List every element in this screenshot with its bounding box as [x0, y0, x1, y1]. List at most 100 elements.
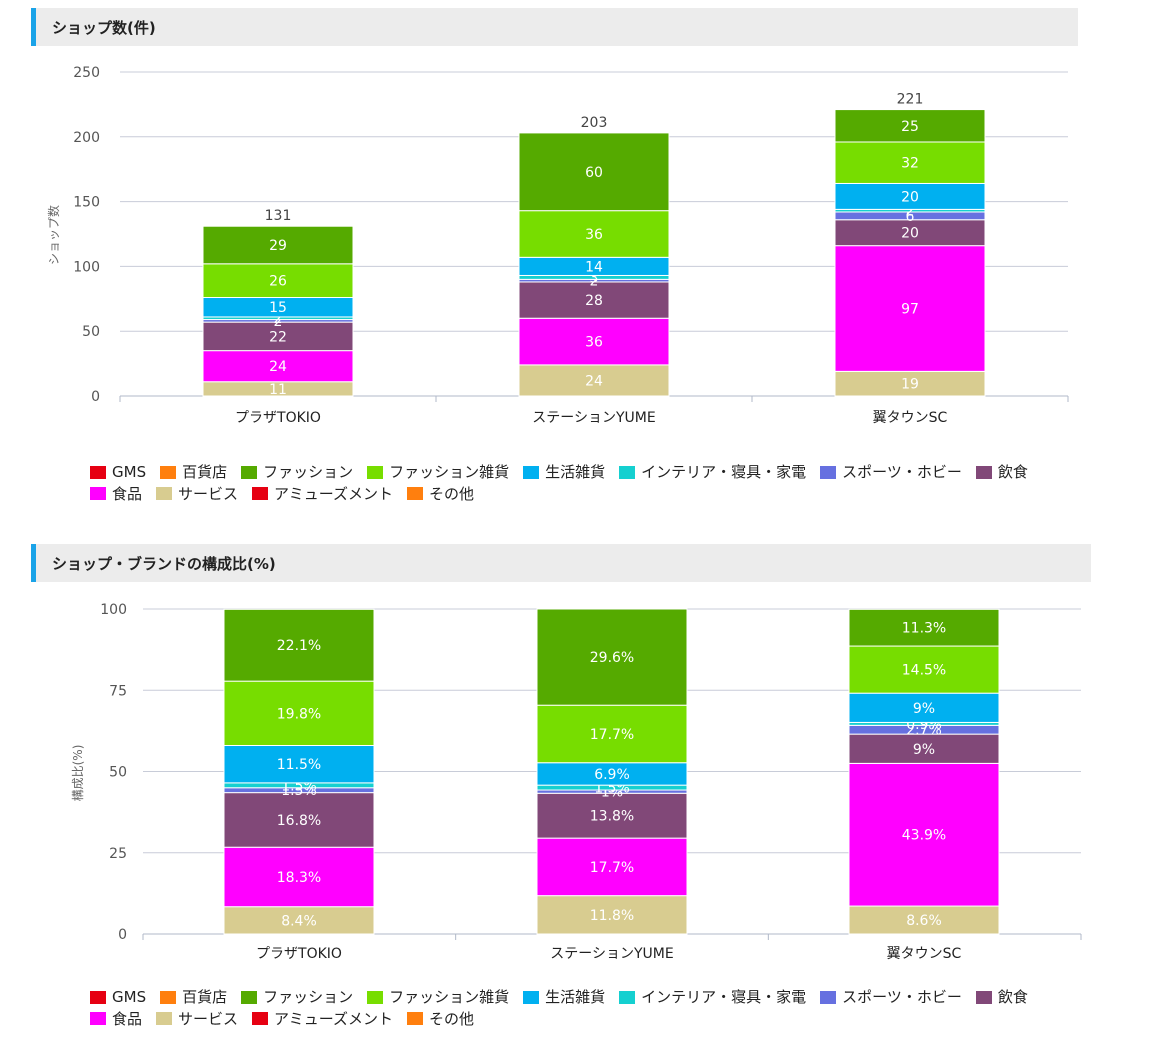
data-label: 9% — [913, 701, 935, 717]
bar-segment — [536, 792, 688, 839]
legend-label: その他 — [428, 484, 474, 503]
legend-swatch — [160, 990, 177, 1004]
category-label: プラザTOKIO — [235, 410, 321, 426]
total-label: 203 — [581, 115, 608, 131]
legend-label: 百貨店 — [182, 988, 228, 1006]
bar-segment — [536, 895, 688, 935]
legend-label: ファッション雑貨 — [389, 988, 510, 1006]
data-label: 97 — [901, 302, 919, 318]
legend-swatch — [90, 487, 106, 500]
total-label: 221 — [897, 92, 924, 108]
bar-segment — [202, 263, 354, 299]
bar-segment — [223, 792, 375, 848]
y-tick-label: 75 — [109, 683, 127, 699]
bar-segment — [223, 608, 375, 682]
category-label: 翼タウンSC — [887, 946, 962, 962]
data-label: 8.4% — [281, 913, 317, 929]
legend-swatch — [90, 990, 106, 1004]
bar-segment — [536, 837, 688, 897]
bar-segment — [518, 210, 670, 258]
legend-item[interactable]: スポーツ・ホビー — [820, 987, 962, 1007]
bar-segment — [518, 132, 670, 212]
legend-label: 食品 — [112, 1009, 143, 1028]
bar-segment — [518, 317, 670, 366]
legend-swatch — [241, 990, 258, 1004]
legend-item[interactable]: スポーツ・ホビー — [820, 462, 962, 482]
data-label: 14.5% — [902, 663, 946, 679]
data-label: 19.8% — [277, 706, 321, 722]
bar-segment — [202, 225, 354, 265]
data-label: 20 — [901, 189, 919, 205]
data-label: 2 — [906, 204, 915, 220]
legend-item[interactable]: 食品 — [90, 484, 142, 504]
legend-label: ファッション — [263, 988, 354, 1006]
legend-item[interactable]: GMS — [90, 987, 146, 1007]
bar-segment — [848, 762, 1000, 907]
data-label: 19 — [901, 377, 919, 393]
legend-item[interactable]: ファッション雑貨 — [367, 987, 509, 1007]
legend-swatch — [975, 465, 992, 479]
legend-label: スポーツ・ホビー — [842, 988, 962, 1006]
data-label: 2 — [274, 311, 283, 327]
legend-item[interactable]: ファッション雑貨 — [367, 462, 509, 482]
bar-segment — [834, 245, 986, 372]
legend-item[interactable]: インテリア・寝具・家電 — [619, 987, 806, 1007]
legend-item[interactable]: 飲食 — [975, 462, 1028, 482]
bar-segment — [202, 350, 354, 383]
bar-segment — [223, 680, 375, 746]
chart2-legend: GMS 百貨店 ファッション ファッション雑貨 生活雑貨 インテリア・寝具・家電 スポーツ・… — [90, 987, 1090, 1030]
legend-item[interactable]: 百貨店 — [160, 462, 227, 482]
legend-item[interactable]: サービス — [156, 1009, 238, 1029]
data-label: 11.5% — [277, 757, 321, 773]
legend-item[interactable]: 飲食 — [975, 987, 1028, 1007]
bar-segment — [848, 608, 1000, 647]
legend-item[interactable]: ファッション — [241, 987, 353, 1007]
bar-segment — [223, 846, 375, 908]
legend-swatch — [90, 465, 106, 479]
data-label: 14 — [585, 259, 603, 275]
legend-item[interactable]: その他 — [406, 484, 474, 504]
bar-segment — [834, 141, 986, 184]
chart1-svg: 050100150200250ショップ数11242222152629131プラザ… — [46, 65, 1069, 426]
bar-segment — [518, 364, 670, 397]
bar-segment — [834, 109, 986, 143]
legend-item[interactable]: 生活雑貨 — [523, 987, 605, 1007]
legend-item[interactable]: 生活雑貨 — [523, 462, 605, 482]
legend-swatch — [820, 990, 837, 1004]
legend-label: 飲食 — [997, 988, 1028, 1006]
legend-swatch — [241, 465, 258, 479]
bar-segment — [536, 608, 688, 706]
legend-item[interactable]: インテリア・寝具・家電 — [619, 462, 806, 482]
total-label: 131 — [265, 208, 292, 224]
legend-swatch — [406, 487, 423, 500]
bar-segment — [848, 645, 1000, 694]
legend-item[interactable]: 百貨店 — [160, 987, 227, 1007]
category-label: 翼タウンSC — [873, 410, 948, 426]
legend-swatch — [367, 990, 384, 1004]
legend-label: 生活雑貨 — [545, 463, 606, 481]
data-label: 16.8% — [277, 813, 321, 829]
legend-item[interactable]: その他 — [406, 1009, 474, 1029]
y-tick-label: 25 — [109, 846, 127, 862]
legend-item[interactable]: アミューズメント — [252, 1009, 393, 1029]
chart1-header: ショップ数(件) — [31, 8, 1078, 46]
chart1-legend: GMS 百貨店 ファッション ファッション雑貨 生活雑貨 インテリア・寝具・家電 スポーツ・… — [90, 462, 1090, 505]
legend-label: インテリア・寝具・家電 — [641, 463, 807, 481]
legend-swatch — [820, 465, 837, 479]
bar-segment — [518, 281, 670, 319]
legend-label: インテリア・寝具・家電 — [641, 988, 807, 1006]
bar-segment — [223, 745, 375, 784]
legend-item[interactable]: アミューズメント — [252, 484, 393, 504]
legend-item[interactable]: ファッション — [241, 462, 353, 482]
legend-label: GMS — [112, 988, 147, 1006]
legend-swatch — [619, 465, 636, 479]
legend-swatch — [160, 465, 177, 479]
legend-item[interactable]: 食品 — [90, 1009, 142, 1029]
legend-item[interactable]: GMS — [90, 462, 146, 482]
legend-label: 生活雑貨 — [545, 988, 606, 1006]
legend-item[interactable]: サービス — [156, 484, 238, 504]
legend-swatch — [156, 1012, 173, 1025]
category-label: プラザTOKIO — [256, 946, 342, 962]
data-label: 2 — [590, 274, 599, 290]
data-label: 36 — [585, 227, 603, 243]
